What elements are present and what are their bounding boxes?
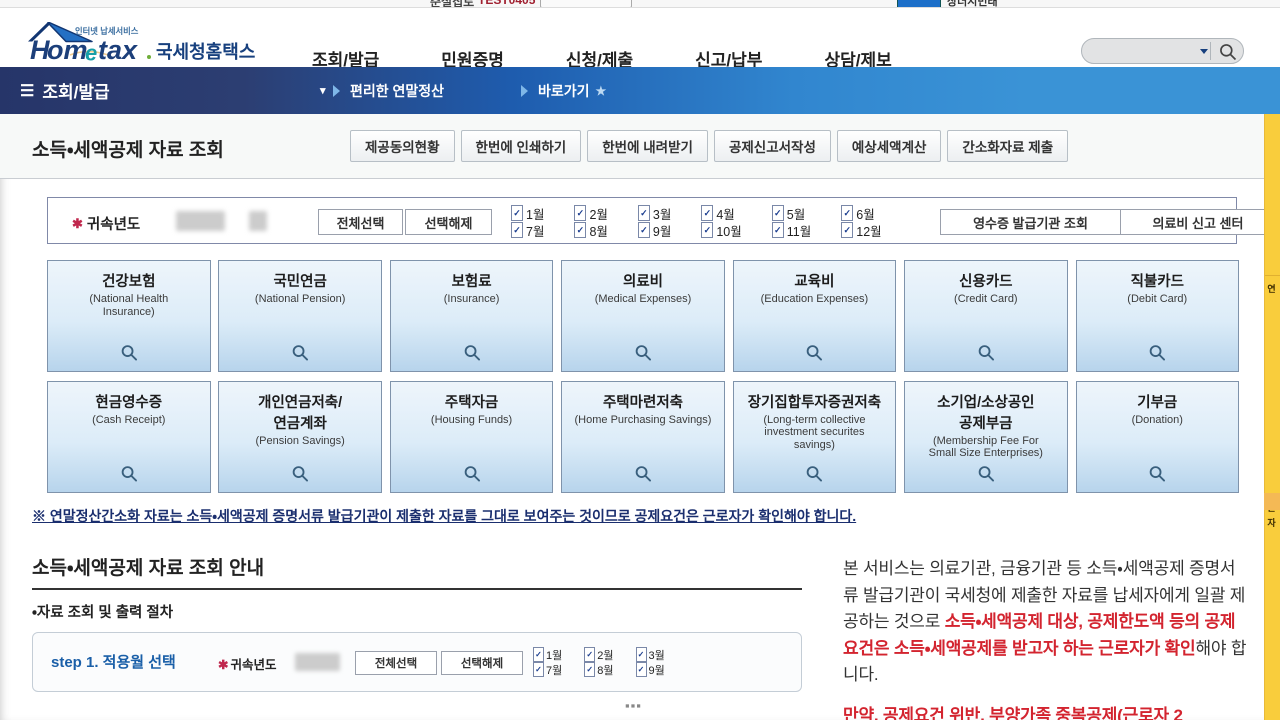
svg-text:om: om bbox=[47, 35, 88, 64]
svg-text:국세청홈택스: 국세청홈택스 bbox=[156, 41, 255, 62]
svg-text:e: e bbox=[85, 41, 97, 65]
svg-text:tax: tax bbox=[98, 35, 138, 64]
